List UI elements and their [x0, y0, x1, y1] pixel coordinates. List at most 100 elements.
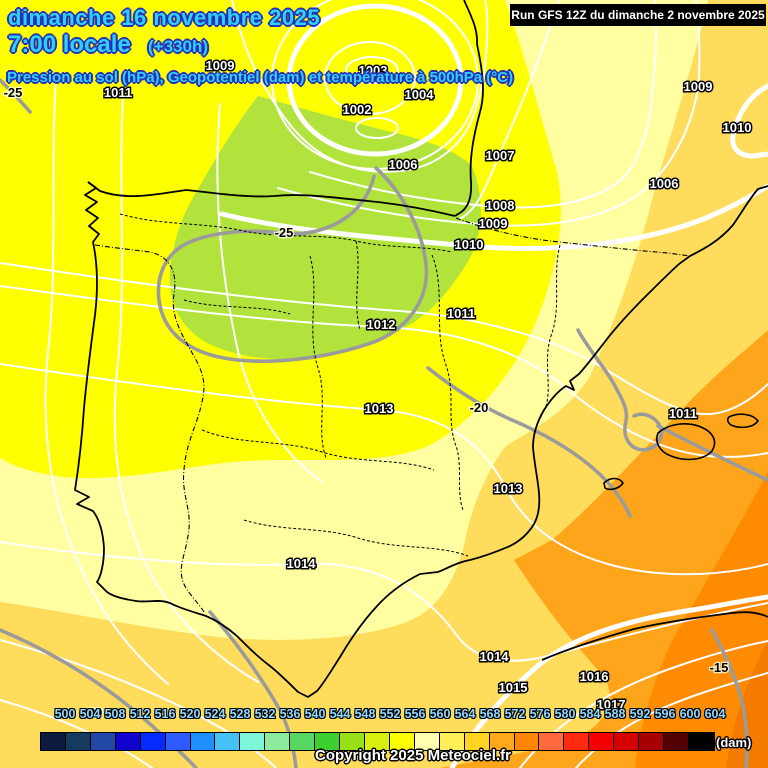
scale-swatch — [614, 733, 640, 750]
scale-swatch — [489, 733, 515, 750]
scale-value: 540 — [304, 707, 326, 721]
scale-bar — [40, 732, 715, 751]
map-subtitle: Pression au sol (hPa), Geopotentiel (dam… — [7, 69, 514, 86]
date-line: dimanche 16 novembre 2025 — [8, 5, 321, 30]
scale-swatch — [340, 733, 365, 750]
forecast-offset: (+330h) — [148, 37, 208, 56]
scale-value: 508 — [104, 707, 126, 721]
scale-swatch — [140, 733, 166, 750]
pressure-label: 1016 — [580, 669, 609, 684]
scale-value: 568 — [479, 707, 501, 721]
mallorca — [655, 423, 716, 461]
pressure-label: 1011 — [669, 406, 697, 421]
temperature-label: -25 — [4, 85, 23, 100]
run-info-box: Run GFS 12Z du dimanche 2 novembre 2025 — [510, 4, 766, 26]
france-atlantic-coast — [454, 0, 484, 217]
scale-swatch — [90, 733, 116, 750]
scale-value: 536 — [279, 707, 301, 721]
scale-swatch — [464, 733, 490, 750]
scale-swatch — [41, 733, 66, 750]
menorca — [726, 413, 759, 429]
scale-value: 556 — [404, 707, 426, 721]
pressure-label: 1011 — [104, 85, 132, 100]
scale-swatch — [564, 733, 590, 750]
scale-value: 580 — [554, 707, 576, 721]
scale-swatch — [639, 733, 665, 750]
map-value-labels: 1011 1009 1003 1002 1004 1006 1007 1008 1009 1010… — [2, 57, 753, 722]
temperature-label: -25 — [275, 225, 294, 240]
scale-value: 584 — [579, 707, 601, 721]
time-line: 7:00 locale — [8, 31, 131, 58]
scale-value: 520 — [179, 707, 201, 721]
pressure-label: 1010 — [723, 120, 752, 135]
pressure-label: 1009 — [206, 58, 235, 73]
scale-swatch — [65, 733, 91, 750]
scale-swatch — [364, 733, 390, 750]
scale-value: 596 — [654, 707, 676, 721]
scale-swatch — [265, 733, 291, 750]
scale-swatch — [589, 733, 615, 750]
temperature-label: -15 — [710, 660, 729, 675]
france-med-coast — [689, 185, 768, 257]
scale-value: 512 — [129, 707, 151, 721]
scale-swatch — [389, 733, 415, 750]
scale-unit-label: (dam) — [716, 735, 752, 750]
scale-swatch — [240, 733, 266, 750]
pressure-label: 1003 — [359, 63, 388, 78]
pressure-label: 1012 — [367, 317, 396, 332]
scale-value: 524 — [204, 707, 226, 721]
scale-swatch — [514, 733, 540, 750]
pressure-label: 1014 — [287, 556, 317, 571]
scale-value: 548 — [354, 707, 376, 721]
scale-value: 604 — [704, 707, 726, 721]
north-spain-coast — [87, 181, 456, 217]
pressure-label: 1013 — [494, 481, 523, 496]
scale-swatch — [688, 733, 714, 750]
africa-coast — [541, 611, 768, 661]
scale-swatch — [165, 733, 191, 750]
scale-value: 592 — [629, 707, 651, 721]
scale-swatch — [439, 733, 465, 750]
scale-value: 588 — [604, 707, 626, 721]
scale-swatch — [115, 733, 141, 750]
scale-value: 532 — [254, 707, 276, 721]
pressure-label: 1008 — [486, 198, 515, 213]
pressure-label: 1004 — [405, 87, 435, 102]
scale-swatch — [539, 733, 565, 750]
scale-swatch — [315, 733, 341, 750]
pressure-label: 1014 — [480, 649, 510, 664]
scale-swatch — [215, 733, 241, 750]
scale-value: 500 — [54, 707, 76, 721]
scale-value: 560 — [429, 707, 451, 721]
scale-swatch — [190, 733, 216, 750]
pressure-label: 1002 — [343, 102, 372, 117]
spain-france-border — [455, 217, 691, 257]
pressure-label: 1007 — [486, 148, 515, 163]
scale-value: 572 — [504, 707, 526, 721]
pressure-label: 1009 — [479, 216, 508, 231]
scale-swatch — [290, 733, 316, 750]
scale-swatch — [664, 733, 689, 750]
pressure-label: 1010 — [455, 237, 484, 252]
portugal-spain-border — [94, 244, 205, 613]
scale-value: 528 — [229, 707, 251, 721]
iberia-coast — [74, 181, 691, 698]
scale-value: 576 — [529, 707, 551, 721]
shade-darkest-orange — [726, 640, 768, 768]
pressure-label: 1009 — [684, 79, 713, 94]
scale-swatch — [414, 733, 440, 750]
coastlines — [74, 0, 768, 698]
scale-value: 504 — [79, 707, 101, 721]
copyright-label: Copyright 2025 Meteociel.fr — [315, 747, 511, 764]
pressure-label: 1006 — [650, 176, 679, 191]
scale-value: 516 — [154, 707, 176, 721]
temperature-label: -20 — [84, 705, 103, 720]
pressure-label: 1011 — [447, 306, 475, 321]
scale-value: 564 — [454, 707, 476, 721]
scale-labels: 500 504 508 512 516 520 524 528 532 536 540 544 548 5… — [0, 707, 768, 725]
scale-value: 544 — [329, 707, 351, 721]
scale-value: 600 — [679, 707, 701, 721]
pressure-label: 1013 — [365, 401, 394, 416]
